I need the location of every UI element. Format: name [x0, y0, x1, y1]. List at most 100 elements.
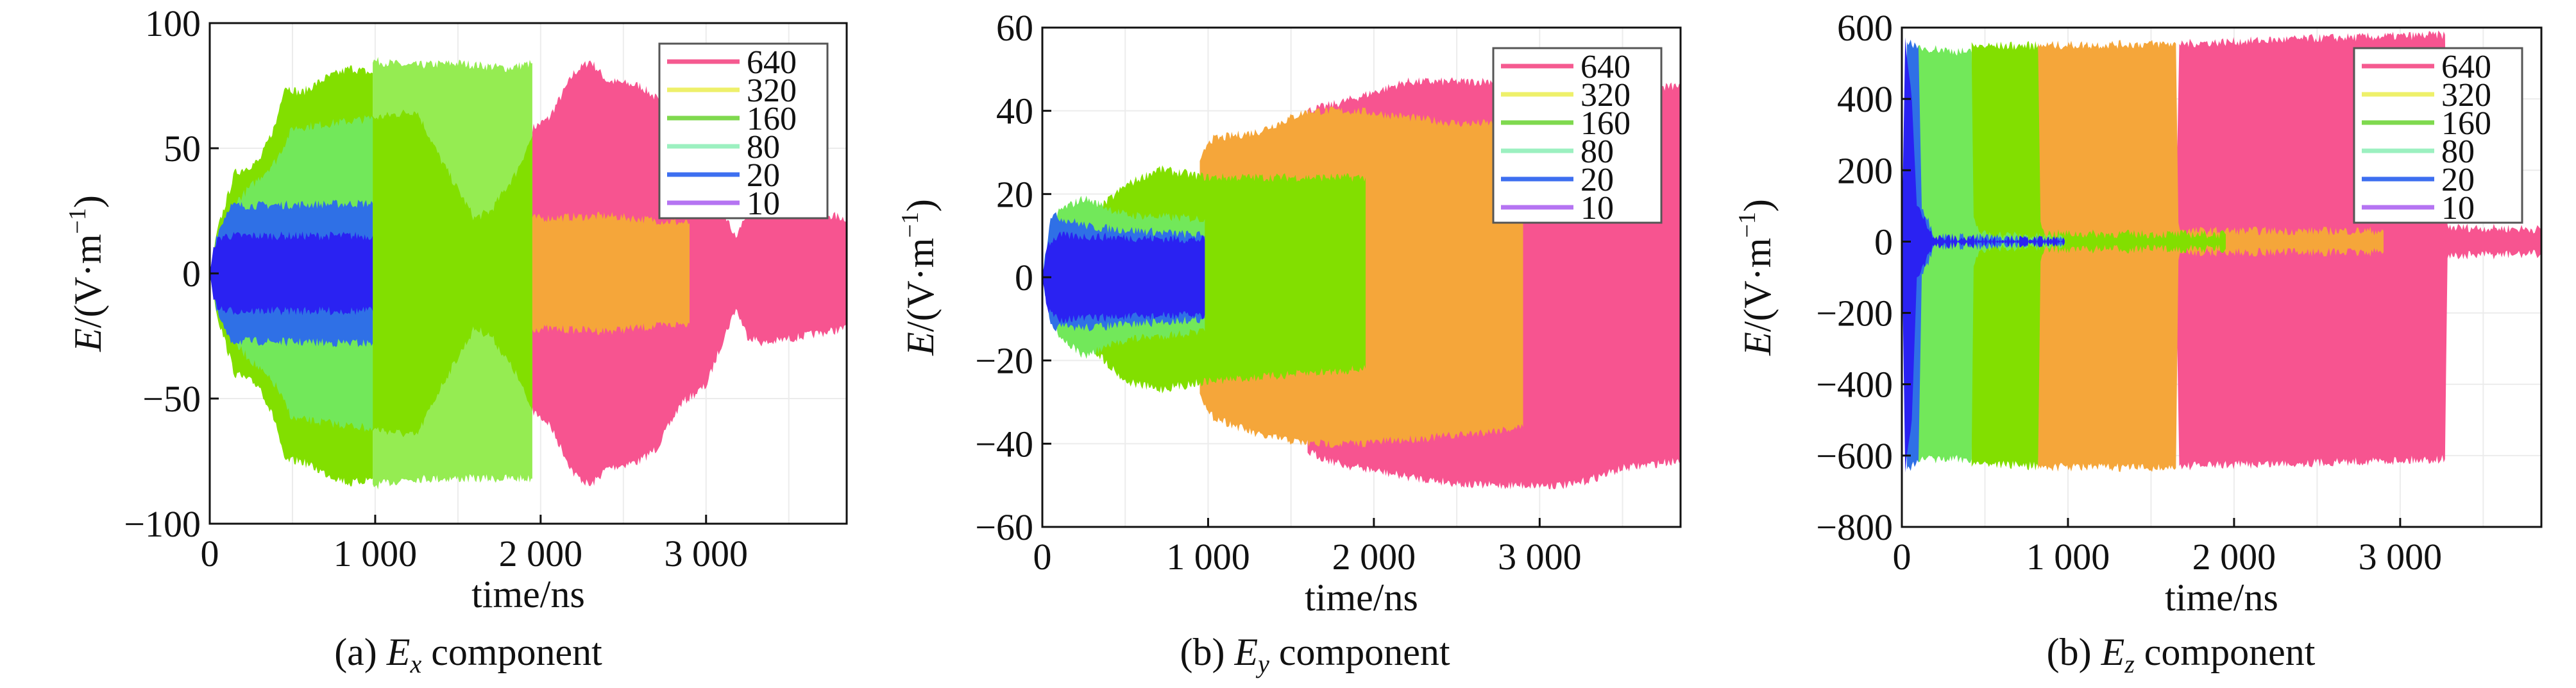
y-tick-label: −50 [142, 378, 201, 420]
y-tick-label: 200 [1837, 150, 1893, 191]
x-axis-label: time/ns [471, 573, 585, 615]
y-tick-label: 0 [182, 253, 201, 295]
caption-sub: x [409, 649, 421, 678]
legend-label-320: 320 [747, 73, 797, 109]
y-label-close: ) [899, 199, 942, 212]
caption-suffix: component [421, 631, 602, 673]
y-tick-label: −60 [975, 506, 1033, 548]
y-tick-label: 100 [145, 3, 201, 44]
y-tick-label: 40 [996, 90, 1033, 132]
caption-suffix: component [1269, 631, 1450, 673]
caption-prefix: (a) [334, 631, 387, 673]
x-tick-label: 3 000 [665, 533, 749, 574]
y-label-var: E [67, 328, 109, 352]
y-label-unit: /(V·m [67, 234, 109, 329]
y-tick-label: −200 [1816, 293, 1893, 334]
legend-label-20: 20 [1580, 162, 1614, 198]
legend-label-10: 10 [2441, 190, 2475, 227]
y-axis-label: E/(V·m−1) [64, 195, 109, 352]
caption-sub: y [1255, 649, 1269, 678]
x-tick-label: 0 [201, 533, 219, 574]
y-label-sup: −1 [897, 212, 924, 237]
caption-suffix: component [2135, 631, 2316, 673]
x-tick-label: 1 000 [1166, 536, 1250, 578]
y-label-unit: /(V·m [899, 238, 942, 332]
legend-label-80: 80 [1580, 133, 1614, 170]
y-tick-label: −400 [1816, 364, 1893, 406]
legend-label-20: 20 [2441, 162, 2475, 198]
legend-label-640: 640 [747, 44, 797, 81]
y-label-unit: /(V·m [1736, 238, 1779, 332]
y-axis-label: E/(V·m−1) [1734, 199, 1779, 356]
y-tick-label: 50 [164, 128, 201, 169]
y-label-close: ) [1736, 199, 1779, 212]
caption-var: E [2101, 631, 2125, 673]
legend-box [1492, 47, 1663, 224]
chart-caption: (b) Ez component [2047, 631, 2316, 678]
series-layer [1902, 30, 2541, 473]
x-tick-label: 3 000 [1498, 536, 1582, 578]
x-tick-label: 2 000 [1332, 536, 1416, 578]
series-10-envelope [210, 231, 373, 316]
y-label-sup: −1 [64, 208, 91, 234]
caption-var: E [1233, 631, 1258, 673]
y-tick-label: 0 [1015, 257, 1033, 298]
y-label-var: E [899, 332, 942, 356]
x-tick-label: 0 [1033, 536, 1052, 578]
series-160-envelope [1971, 41, 2226, 471]
legend-label-640: 640 [1580, 49, 1631, 85]
x-tick-label: 1 000 [2026, 536, 2110, 578]
y-tick-label: 400 [1837, 78, 1893, 120]
legend-label-80: 80 [747, 129, 780, 166]
y-label-sup: −1 [1734, 212, 1761, 237]
legend-label-640: 640 [2441, 49, 2491, 85]
x-tick-label: 1 000 [334, 533, 418, 574]
legend-label-320: 320 [1580, 77, 1631, 114]
x-axis-label: time/ns [2165, 576, 2278, 619]
series-10-envelope [1042, 231, 1205, 323]
series-160-envelope [373, 109, 532, 438]
legend-box [658, 42, 829, 219]
legend-label-160: 160 [2441, 105, 2491, 142]
legend-label-320: 320 [2441, 77, 2491, 114]
legend-label-160: 160 [747, 101, 797, 137]
x-tick-label: 0 [1893, 536, 1911, 578]
chart-ez: 0 1 000 2 000 3 000 −800 −600 −400 −200 0 200 400 6… [1734, 7, 2543, 678]
caption-sub: z [2124, 649, 2135, 678]
series-320-envelope [2038, 40, 2384, 472]
series-320-envelope [532, 211, 690, 336]
legend-label-10: 10 [747, 185, 780, 222]
x-tick-label: 2 000 [499, 533, 583, 574]
chart-ey: 0 1 000 2 000 3 000 −60 −40 −20 0 20 40 60 time/ns E… [897, 7, 1682, 678]
y-tick-label: −800 [1816, 506, 1893, 548]
legend-label-10: 10 [1580, 190, 1614, 227]
y-axis-label: E/(V·m−1) [897, 199, 942, 356]
y-tick-label: 600 [1837, 7, 1893, 49]
legend-label-20: 20 [747, 157, 780, 194]
legend-box [2353, 47, 2523, 224]
y-tick-label: 0 [1874, 221, 1893, 262]
legend-label-80: 80 [2441, 133, 2475, 170]
series-80-envelope [1918, 45, 2065, 464]
chart-caption: (a) Ex component [334, 631, 602, 678]
y-tick-label: −40 [975, 423, 1033, 465]
y-tick-label: −600 [1816, 435, 1893, 477]
y-tick-label: −20 [975, 340, 1033, 382]
caption-prefix: (b) [2047, 631, 2101, 673]
x-tick-label: 2 000 [2192, 536, 2276, 578]
y-tick-label: 60 [996, 7, 1033, 49]
x-tick-label: 3 000 [2359, 536, 2443, 578]
caption-prefix: (b) [1180, 631, 1235, 673]
y-tick-label: 20 [996, 173, 1033, 215]
y-label-var: E [1736, 332, 1779, 356]
y-tick-label: −100 [124, 503, 201, 545]
chart-caption: (b) Ey component [1180, 631, 1450, 678]
caption-var: E [386, 631, 411, 673]
plot-frame [1901, 26, 2543, 528]
y-label-close: ) [67, 195, 109, 208]
